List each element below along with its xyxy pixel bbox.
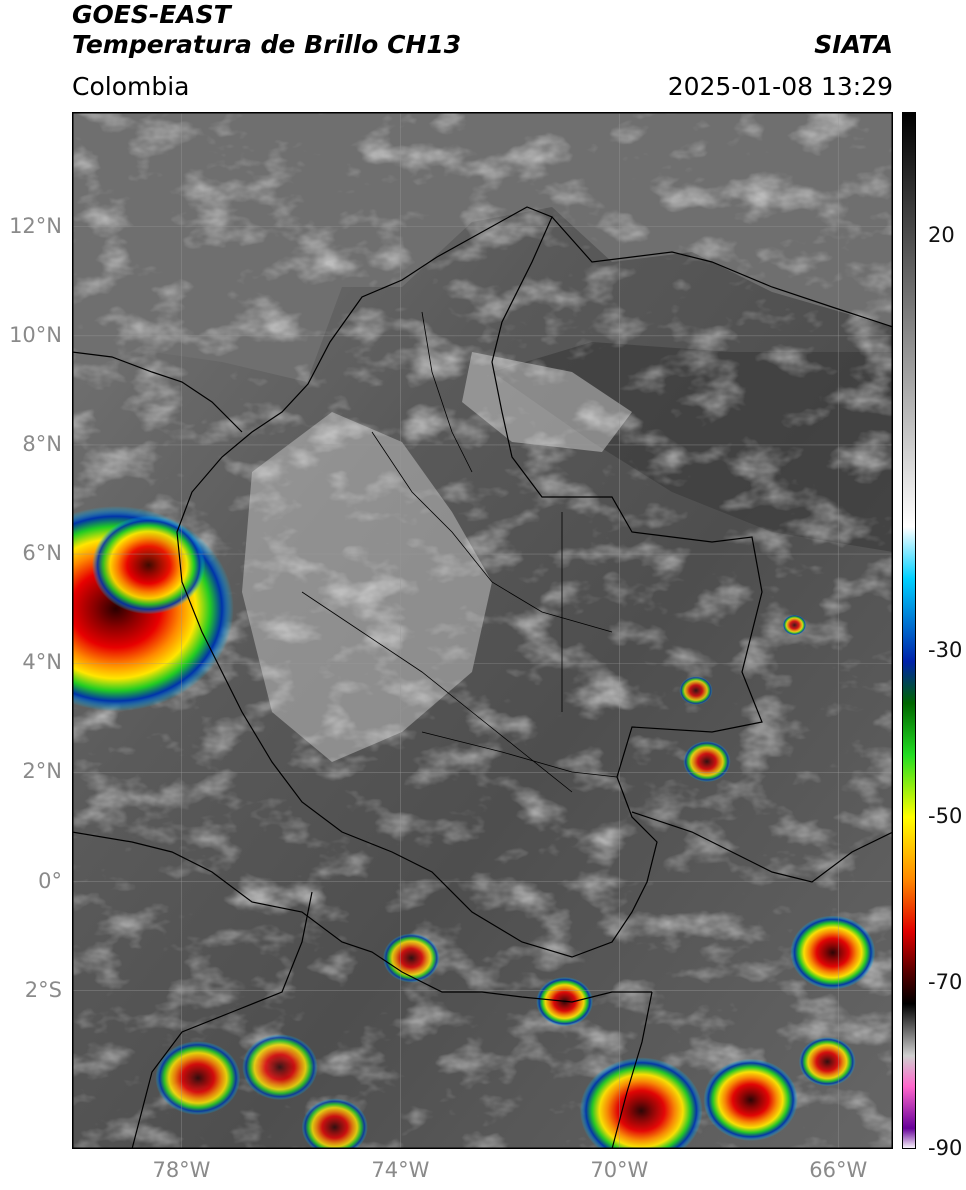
venezuela-coast xyxy=(551,216,893,328)
lon-tick-label: 74°W xyxy=(371,1158,430,1182)
colorbar-tick-label: -70 xyxy=(928,970,963,995)
product-title: Temperatura de Brillo CH13 xyxy=(72,30,462,59)
storm-cell xyxy=(155,1041,241,1115)
storm-cell xyxy=(579,1057,703,1149)
map-frame xyxy=(72,112,893,1149)
storm-cell xyxy=(683,740,731,783)
storm-cell xyxy=(91,515,206,615)
lat-tick-label: 6°N xyxy=(22,541,62,566)
interior-division-3 xyxy=(421,311,473,473)
timestamp-label: 2025-01-08 13:29 xyxy=(667,72,893,101)
interior-division-2 xyxy=(301,591,573,793)
satellite-map xyxy=(72,112,893,1149)
interior-division-5 xyxy=(421,731,618,778)
lon-tick-label: 70°W xyxy=(590,1158,649,1182)
lat-tick-label: 10°N xyxy=(9,322,62,347)
lon-tick-label: 66°W xyxy=(809,1158,868,1182)
colorbar-tick-label: -90 xyxy=(928,1136,963,1160)
region-label: Colombia xyxy=(72,72,190,101)
colorbar-tick-label: 20 xyxy=(928,223,955,248)
temperature-colorbar xyxy=(902,112,916,1149)
storm-cell xyxy=(790,915,876,990)
ecuador-interior-border xyxy=(131,891,313,1149)
storm-cell xyxy=(798,1037,856,1087)
storm-cell xyxy=(242,1034,318,1100)
storm-cell xyxy=(703,1058,798,1141)
colorbar-fill xyxy=(902,112,916,1149)
colorbar-frame xyxy=(902,112,916,1149)
political-borders xyxy=(72,206,893,1149)
convective-storms xyxy=(72,506,876,1149)
brand-label: SIATA xyxy=(814,30,893,59)
ecuador-peru-border xyxy=(72,831,652,1003)
colorbar-tick-label: -50 xyxy=(928,804,963,829)
satellite-title: GOES-EAST xyxy=(72,0,231,29)
lat-tick-label: 8°N xyxy=(22,431,62,456)
storm-cell xyxy=(301,1098,368,1149)
storm-cell xyxy=(782,614,807,636)
lat-tick-label: 4°N xyxy=(22,650,62,675)
peru-brazil-border xyxy=(611,991,653,1149)
colorbar-tick-label: -30 xyxy=(928,638,963,663)
storm-cell xyxy=(383,933,440,983)
interior-division-1 xyxy=(371,431,613,633)
brazil-venezuela-border xyxy=(631,811,893,883)
lat-tick-label: 2°S xyxy=(24,977,62,1002)
panama-coast xyxy=(72,351,243,433)
lat-tick-label: 12°N xyxy=(9,213,62,238)
storm-cell xyxy=(679,676,713,705)
lat-tick-label: 0° xyxy=(38,868,62,893)
lon-tick-label: 78°W xyxy=(152,1158,211,1182)
map-gridlines xyxy=(72,112,893,1149)
lat-tick-label: 2°N xyxy=(22,759,62,784)
